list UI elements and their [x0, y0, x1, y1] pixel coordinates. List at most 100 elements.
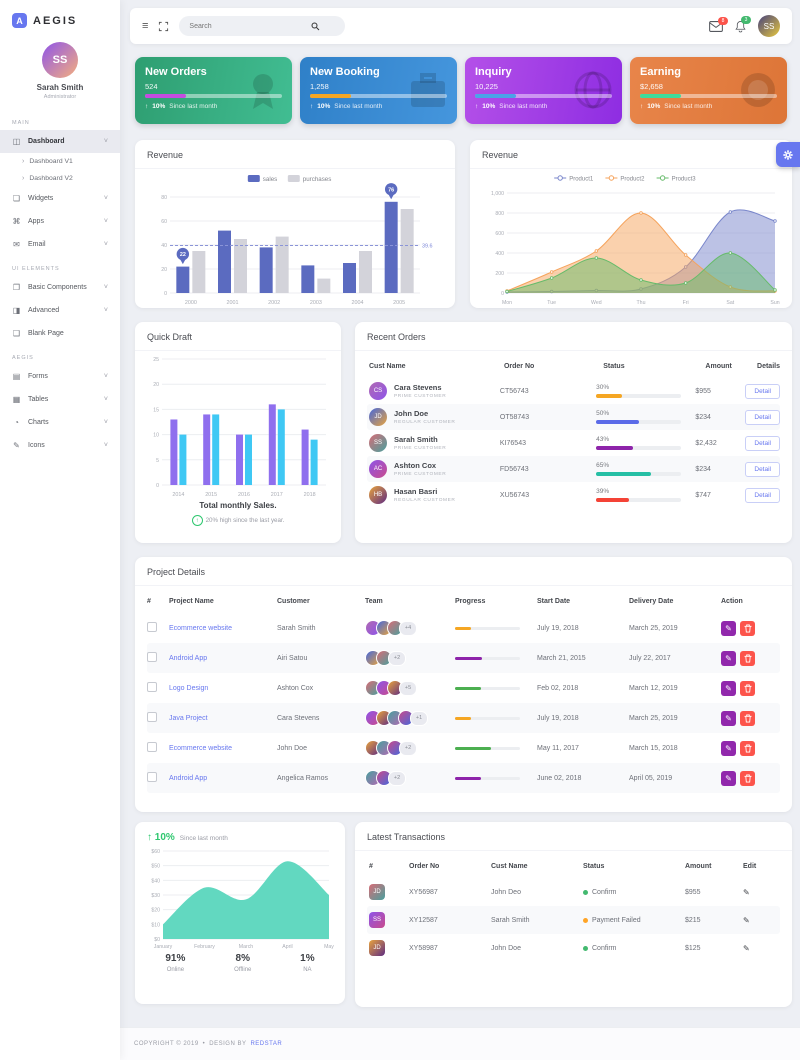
stat-label: Online: [166, 967, 185, 973]
customer-name: Cara Stevens: [277, 714, 320, 722]
edit-button[interactable]: ✎: [721, 710, 736, 726]
project-name-link[interactable]: Android App: [169, 774, 208, 782]
sidebar-item-charts[interactable]: ◔ Charts ˅: [0, 411, 120, 434]
project-name-link[interactable]: Android App: [169, 654, 208, 662]
brand-name: AEGIS: [33, 14, 78, 27]
card-title: Project Details: [135, 557, 792, 586]
avatar[interactable]: SS: [758, 15, 780, 37]
action-cell: ✎: [721, 650, 780, 666]
customer-cell: SS Sarah Smith PRIME CUSTOMER: [367, 434, 500, 452]
order-no: XY58987: [409, 944, 438, 952]
delivery-date: March 25, 2019: [629, 714, 678, 722]
row-checkbox[interactable]: [147, 742, 157, 752]
summary-stat: 8% Offline: [234, 953, 251, 973]
svg-text:5: 5: [156, 458, 159, 464]
messages-badge: 8: [718, 16, 728, 25]
row-checkbox[interactable]: [147, 772, 157, 782]
delete-button[interactable]: [740, 770, 755, 786]
sidebar-item-icons[interactable]: ✎ Icons ˅: [0, 434, 120, 457]
stat-change: ↑ 10% Since last month: [310, 103, 447, 110]
stat-change-note: Since last month: [499, 103, 548, 110]
stat-value: 8%: [235, 953, 250, 964]
project-details-card: Project Details # Project Name Customer Tea…: [135, 557, 792, 812]
project-name-link[interactable]: Ecommerce website: [169, 744, 233, 752]
edit-button[interactable]: ✎: [721, 680, 736, 696]
progress-bar: [455, 776, 520, 780]
column-header: Order No: [503, 363, 535, 370]
team-cell: +2: [365, 740, 455, 756]
table-row: AC Ashton Cox PRIME CUSTOMER FD56743 65% $234…: [367, 456, 780, 482]
sidebar-item-forms[interactable]: ▤ Forms ˅: [0, 365, 120, 388]
progress-bar: [596, 498, 682, 502]
edit-button[interactable]: ✎: [721, 650, 736, 666]
checkbox-cell: [147, 652, 169, 664]
svg-text:Product1: Product1: [569, 177, 594, 183]
footer-brand-link[interactable]: REDSTAR: [250, 1041, 283, 1047]
menu-toggle-icon[interactable]: ≡: [142, 20, 149, 32]
sidebar-subitem-dashboard-v1[interactable]: › Dashboard V1: [0, 153, 120, 170]
sidebar-subitem-dashboard-v2[interactable]: › Dashboard V2: [0, 170, 120, 187]
svg-text:2014: 2014: [172, 492, 184, 498]
brand: A AEGIS: [0, 0, 120, 36]
notifications-button[interactable]: 3: [735, 15, 751, 33]
project-name-link[interactable]: Logo Design: [169, 684, 209, 692]
svg-text:2001: 2001: [227, 300, 239, 306]
sidebar-item-apps[interactable]: ⌘ Apps ˅: [0, 210, 120, 233]
sidebar-item-widgets[interactable]: ❏ Widgets ˅: [0, 187, 120, 210]
card-title: Revenue: [470, 140, 792, 169]
stat-label: NA: [303, 967, 312, 973]
avatar: SS: [369, 912, 385, 928]
delete-button[interactable]: [740, 710, 755, 726]
monthly-sales-card: ↑ 10% Since last month $0 $10 $20 $30 $40 $50…: [135, 822, 345, 1004]
blank-icon: ❑: [12, 329, 21, 338]
edit-icon[interactable]: ✎: [743, 887, 750, 897]
detail-button[interactable]: Detail: [745, 487, 780, 503]
delete-button[interactable]: [740, 740, 755, 756]
edit-button[interactable]: ✎: [721, 770, 736, 786]
delete-button[interactable]: [740, 650, 755, 666]
amount: $234: [695, 465, 711, 473]
avatar[interactable]: SS: [42, 42, 78, 78]
sidebar-item-label: Icons: [28, 442, 45, 449]
messages-button[interactable]: 8: [709, 16, 728, 32]
customer-name: Hasan Basri: [394, 487, 438, 496]
up-arrow-icon: ↑: [310, 103, 314, 110]
delete-button[interactable]: [740, 620, 755, 636]
row-checkbox[interactable]: [147, 652, 157, 662]
settings-fab[interactable]: [776, 142, 800, 167]
sidebar-item-tables[interactable]: ▦ Tables ˅: [0, 388, 120, 411]
detail-button[interactable]: Detail: [745, 383, 780, 399]
detail-button[interactable]: Detail: [745, 461, 780, 477]
search-input[interactable]: [187, 21, 312, 31]
fullscreen-icon[interactable]: [158, 21, 169, 32]
row-checkbox[interactable]: [147, 622, 157, 632]
sidebar-nav: MAIN ◫ Dashboard ˅ › Dashboard V1 › Dashboard V…: [0, 120, 120, 457]
status-percent: 65%: [596, 462, 610, 469]
status-percent: 50%: [596, 410, 610, 417]
stat-change: ↑ 10% Since last month: [145, 103, 282, 110]
row-checkbox[interactable]: [147, 682, 157, 692]
sidebar-item-email[interactable]: ✉ Email ˅: [0, 233, 120, 256]
detail-button[interactable]: Detail: [745, 435, 780, 451]
edit-button[interactable]: ✎: [721, 740, 736, 756]
project-name-link[interactable]: Ecommerce website: [169, 624, 233, 632]
svg-text:0: 0: [164, 291, 167, 297]
action-cell: ✎: [721, 620, 780, 636]
project-name-link[interactable]: Java Project: [169, 714, 208, 722]
edit-icon[interactable]: ✎: [743, 943, 750, 953]
sidebar-item-advanced[interactable]: ◨ Advanced ˅: [0, 299, 120, 322]
sidebar-item-label: Forms: [28, 373, 48, 380]
chevron-down-icon: ˅: [103, 218, 108, 225]
progress-bar: [455, 686, 520, 690]
sidebar-item-basic-components[interactable]: ❐ Basic Components ˅: [0, 276, 120, 299]
edit-icon[interactable]: ✎: [743, 915, 750, 925]
stat-progress-fill: [145, 94, 187, 98]
sidebar-section-label: AEGIS: [12, 355, 34, 361]
edit-button[interactable]: ✎: [721, 620, 736, 636]
detail-button[interactable]: Detail: [745, 409, 780, 425]
delete-button[interactable]: [740, 680, 755, 696]
sidebar-item-dashboard[interactable]: ◫ Dashboard ˅: [0, 130, 120, 153]
row-checkbox[interactable]: [147, 712, 157, 722]
search-icon[interactable]: [311, 22, 320, 31]
sidebar-item-blank-page[interactable]: ❑ Blank Page: [0, 322, 120, 345]
